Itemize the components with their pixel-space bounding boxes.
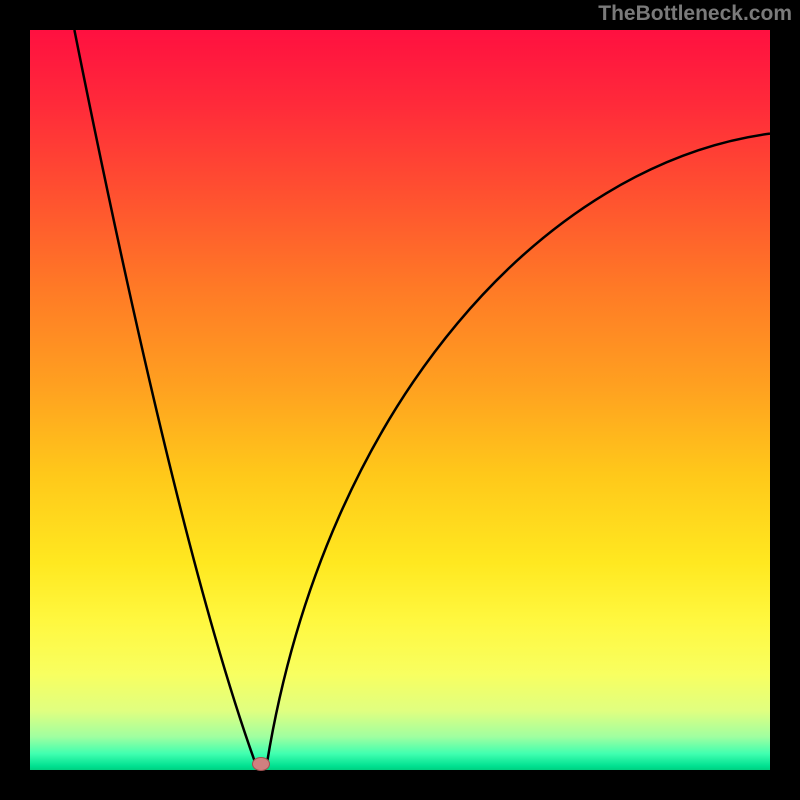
bottleneck-curve (30, 30, 770, 770)
minimum-marker (252, 757, 270, 771)
watermark-text: TheBottleneck.com (598, 2, 792, 26)
chart-container: TheBottleneck.com (0, 0, 800, 800)
plot-area (30, 30, 770, 770)
